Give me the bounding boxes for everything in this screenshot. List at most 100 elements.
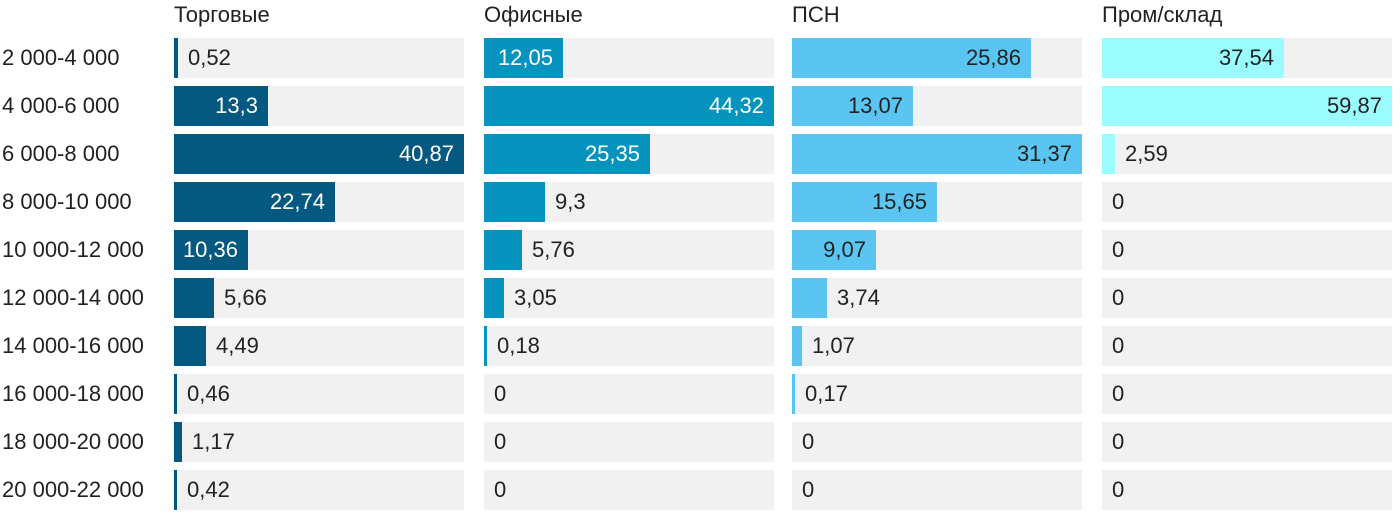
bar-track: 1,17 bbox=[174, 422, 464, 462]
data-label: 5,66 bbox=[224, 285, 267, 310]
bar-track: 25,86 bbox=[792, 38, 1082, 78]
data-label: 15,65 bbox=[871, 189, 927, 214]
category-label: 12 000-14 000 bbox=[2, 285, 144, 310]
data-label: 0 bbox=[802, 477, 815, 502]
series-title: Офисные bbox=[484, 2, 583, 27]
bar bbox=[484, 86, 774, 126]
data-label: 2,59 bbox=[1125, 141, 1168, 166]
bar bbox=[792, 278, 827, 318]
bar-track: 44,32 bbox=[484, 86, 774, 126]
series-title: ПСН bbox=[792, 2, 840, 27]
bar-track: 31,37 bbox=[792, 134, 1082, 174]
bar-track: 4,49 bbox=[174, 326, 464, 366]
bar bbox=[792, 182, 937, 222]
bar-track: 5,66 bbox=[174, 278, 464, 318]
bar-track: 22,74 bbox=[174, 182, 464, 222]
bar-track: 12,05 bbox=[484, 38, 774, 78]
bar-track: 0 bbox=[1102, 230, 1392, 270]
bar-track: 0 bbox=[1102, 470, 1392, 510]
data-label: 9,07 bbox=[823, 237, 866, 262]
bar-track: 0 bbox=[792, 470, 1082, 510]
bar-track: 0,18 bbox=[484, 326, 774, 366]
bar-track: 5,76 bbox=[484, 230, 774, 270]
bar bbox=[484, 230, 522, 270]
data-label: 0 bbox=[1112, 333, 1125, 358]
category-label: 18 000-20 000 bbox=[2, 429, 144, 454]
bar bbox=[174, 470, 177, 510]
bar-track: 0 bbox=[484, 470, 774, 510]
data-label: 0 bbox=[1112, 429, 1125, 454]
data-label: 59,87 bbox=[1326, 93, 1382, 118]
bar bbox=[174, 182, 335, 222]
bar bbox=[484, 182, 545, 222]
data-label: 40,87 bbox=[398, 141, 454, 166]
series-title: Торговые bbox=[174, 2, 270, 27]
bar-track: 0 bbox=[1102, 278, 1392, 318]
bar-track: 3,05 bbox=[484, 278, 774, 318]
bar bbox=[792, 326, 802, 366]
bar-track: 9,07 bbox=[792, 230, 1082, 270]
bar-track: 3,74 bbox=[792, 278, 1082, 318]
bar bbox=[792, 134, 1082, 174]
data-label: 0 bbox=[1112, 189, 1125, 214]
data-label: 25,35 bbox=[584, 141, 640, 166]
data-label: 10,36 bbox=[182, 237, 238, 262]
data-label: 3,05 bbox=[514, 285, 557, 310]
bar-track: 13,3 bbox=[174, 86, 464, 126]
data-label: 3,74 bbox=[837, 285, 880, 310]
data-label: 9,3 bbox=[555, 189, 586, 214]
bar-track: 0 bbox=[484, 374, 774, 414]
bar-track: 25,35 bbox=[484, 134, 774, 174]
data-label: 0,42 bbox=[187, 477, 230, 502]
data-label: 25,86 bbox=[965, 45, 1021, 70]
bar bbox=[174, 38, 178, 78]
bar bbox=[1102, 134, 1115, 174]
bar bbox=[174, 326, 206, 366]
data-label: 0 bbox=[1112, 477, 1125, 502]
data-label: 31,37 bbox=[1016, 141, 1072, 166]
bar bbox=[484, 326, 487, 366]
bar bbox=[792, 230, 876, 270]
category-label: 16 000-18 000 bbox=[2, 381, 144, 406]
bar-track: 40,87 bbox=[174, 134, 464, 174]
data-label: 4,49 bbox=[216, 333, 259, 358]
data-label: 12,05 bbox=[497, 45, 553, 70]
bar-track: 15,65 bbox=[792, 182, 1082, 222]
series-title: Пром/склад bbox=[1102, 2, 1223, 27]
data-label: 0 bbox=[1112, 381, 1125, 406]
data-label: 1,17 bbox=[192, 429, 235, 454]
category-label: 8 000-10 000 bbox=[2, 189, 132, 214]
data-label: 0 bbox=[802, 429, 815, 454]
data-label: 0,52 bbox=[188, 45, 231, 70]
data-label: 13,07 bbox=[847, 93, 903, 118]
data-label: 0 bbox=[494, 381, 507, 406]
category-label: 4 000-6 000 bbox=[2, 93, 120, 118]
data-label: 0 bbox=[1112, 285, 1125, 310]
category-label: 20 000-22 000 bbox=[2, 477, 144, 502]
bar-track: 0 bbox=[1102, 374, 1392, 414]
data-label: 44,32 bbox=[708, 93, 764, 118]
data-label: 0,17 bbox=[805, 381, 848, 406]
bar-track: 0 bbox=[1102, 422, 1392, 462]
bar-track: 0,46 bbox=[174, 374, 464, 414]
bar bbox=[484, 278, 504, 318]
bar-track: 13,07 bbox=[792, 86, 1082, 126]
bar-track: 9,3 bbox=[484, 182, 774, 222]
data-label: 13,3 bbox=[215, 93, 258, 118]
category-label: 10 000-12 000 bbox=[2, 237, 144, 262]
bar bbox=[174, 422, 182, 462]
bar-track: 37,54 bbox=[1102, 38, 1392, 78]
bar-track: 0,52 bbox=[174, 38, 464, 78]
bar bbox=[1102, 86, 1392, 126]
bar-track: 0,42 bbox=[174, 470, 464, 510]
data-label: 0 bbox=[1112, 237, 1125, 262]
category-label: 2 000-4 000 bbox=[2, 45, 120, 70]
category-label: 6 000-8 000 bbox=[2, 141, 120, 166]
bar-track: 0 bbox=[792, 422, 1082, 462]
bar-track: 10,36 bbox=[174, 230, 464, 270]
bar bbox=[174, 278, 214, 318]
bar bbox=[1102, 38, 1284, 78]
bar bbox=[792, 38, 1031, 78]
data-label: 0 bbox=[494, 429, 507, 454]
bar bbox=[484, 134, 650, 174]
